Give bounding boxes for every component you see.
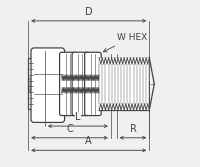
- FancyBboxPatch shape: [28, 58, 34, 109]
- Text: PARKER: PARKER: [29, 75, 33, 92]
- Text: D: D: [85, 7, 93, 17]
- Text: A: A: [85, 136, 92, 146]
- Text: W HEX: W HEX: [103, 33, 147, 52]
- FancyBboxPatch shape: [85, 52, 101, 116]
- FancyBboxPatch shape: [60, 52, 76, 116]
- Text: C: C: [66, 124, 73, 134]
- FancyBboxPatch shape: [72, 52, 89, 116]
- Text: L: L: [75, 112, 81, 122]
- Text: R: R: [130, 124, 136, 134]
- Bar: [99, 58, 149, 110]
- FancyBboxPatch shape: [31, 48, 65, 122]
